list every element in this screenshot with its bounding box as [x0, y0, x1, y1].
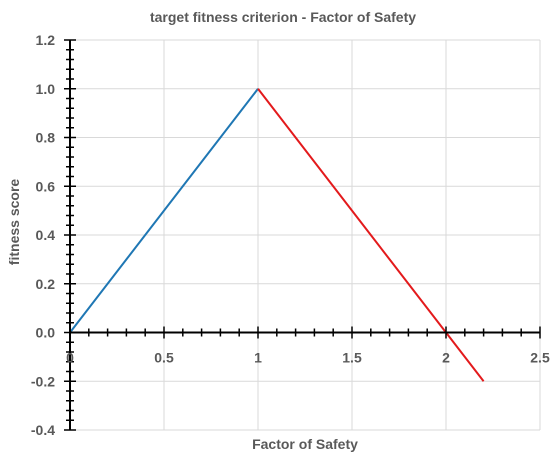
x-tick-label: 2 [442, 350, 450, 366]
y-tick-label: -0.4 [31, 422, 55, 438]
axes-layer [64, 39, 541, 431]
y-tick-label: 1.0 [36, 81, 56, 97]
x-tick-label: 2.5 [530, 350, 550, 366]
y-tick-label: 0.8 [36, 130, 56, 146]
x-tick-label: 0 [66, 350, 74, 366]
x-tick-label: 0.5 [154, 350, 174, 366]
chart-title: target fitness criterion - Factor of Saf… [150, 9, 416, 25]
y-axis-label: fitness score [6, 179, 22, 266]
x-tick-label: 1 [254, 350, 262, 366]
y-tick-label: 0.0 [36, 325, 56, 341]
y-tick-label: 0.2 [36, 276, 56, 292]
x-tick-label: 1.5 [342, 350, 362, 366]
y-tick-label: 0.4 [36, 227, 56, 243]
y-tick-label: -0.2 [31, 373, 55, 389]
y-tick-label: 1.2 [36, 32, 56, 48]
y-tick-label: 0.6 [36, 178, 56, 194]
tick-labels-layer: 0 0.5 1 1.5 2 2.5 -0.4 -0.2 0.0 0.2 0.4 0.6 0.8 1.0 1.… [31, 32, 550, 438]
x-axis-label: Factor of Safety [252, 436, 358, 452]
series-line-0 [69, 88, 259, 334]
grid-layer [69, 39, 541, 431]
